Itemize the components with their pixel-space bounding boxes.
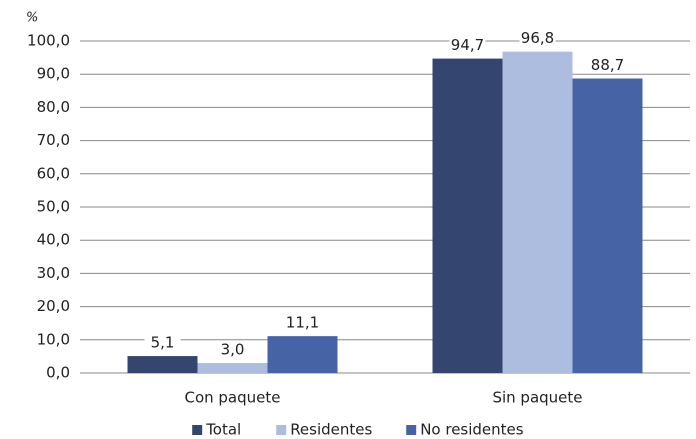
bar xyxy=(267,336,338,373)
label-bg xyxy=(589,56,626,73)
bar xyxy=(197,363,268,373)
label-bg xyxy=(284,314,321,331)
y-tick-label: 100,0 xyxy=(27,32,70,50)
y-tick-label: 30,0 xyxy=(37,264,70,282)
x-tick-label: Con paquete xyxy=(184,389,280,407)
y-tick-label: 50,0 xyxy=(37,198,70,216)
bar xyxy=(432,58,503,373)
y-tick-label: 20,0 xyxy=(37,297,70,315)
legend-swatch xyxy=(276,425,287,435)
y-axis-label: % xyxy=(26,11,38,26)
bar xyxy=(127,356,198,373)
y-tick-label: 90,0 xyxy=(37,65,70,83)
x-tick-label: Sin paquete xyxy=(492,389,582,407)
value-label: 3,0 xyxy=(221,341,245,359)
label-bg xyxy=(144,334,181,351)
y-tick-label: 60,0 xyxy=(37,164,70,182)
bar xyxy=(572,78,643,374)
value-label: 5,1 xyxy=(151,334,175,352)
y-tick-label: 10,0 xyxy=(37,330,70,348)
value-label: 88,7 xyxy=(591,56,624,74)
legend-label: Total xyxy=(205,421,241,439)
y-tick-label: 70,0 xyxy=(37,131,70,149)
y-tick-label: 0,0 xyxy=(46,364,70,382)
value-label: 11,1 xyxy=(286,314,319,332)
legend-swatch xyxy=(192,425,203,435)
label-bg xyxy=(519,29,556,46)
y-tick-label: 80,0 xyxy=(37,98,70,116)
label-bg xyxy=(214,341,251,358)
value-label: 94,7 xyxy=(451,36,484,54)
y-tick-label: 40,0 xyxy=(37,231,70,249)
value-label: 96,8 xyxy=(521,29,554,47)
bar xyxy=(502,51,573,374)
legend-label: No residentes xyxy=(420,421,524,439)
legend-label: Residentes xyxy=(290,421,372,439)
label-bg xyxy=(449,36,486,53)
legend-swatch xyxy=(406,425,417,435)
